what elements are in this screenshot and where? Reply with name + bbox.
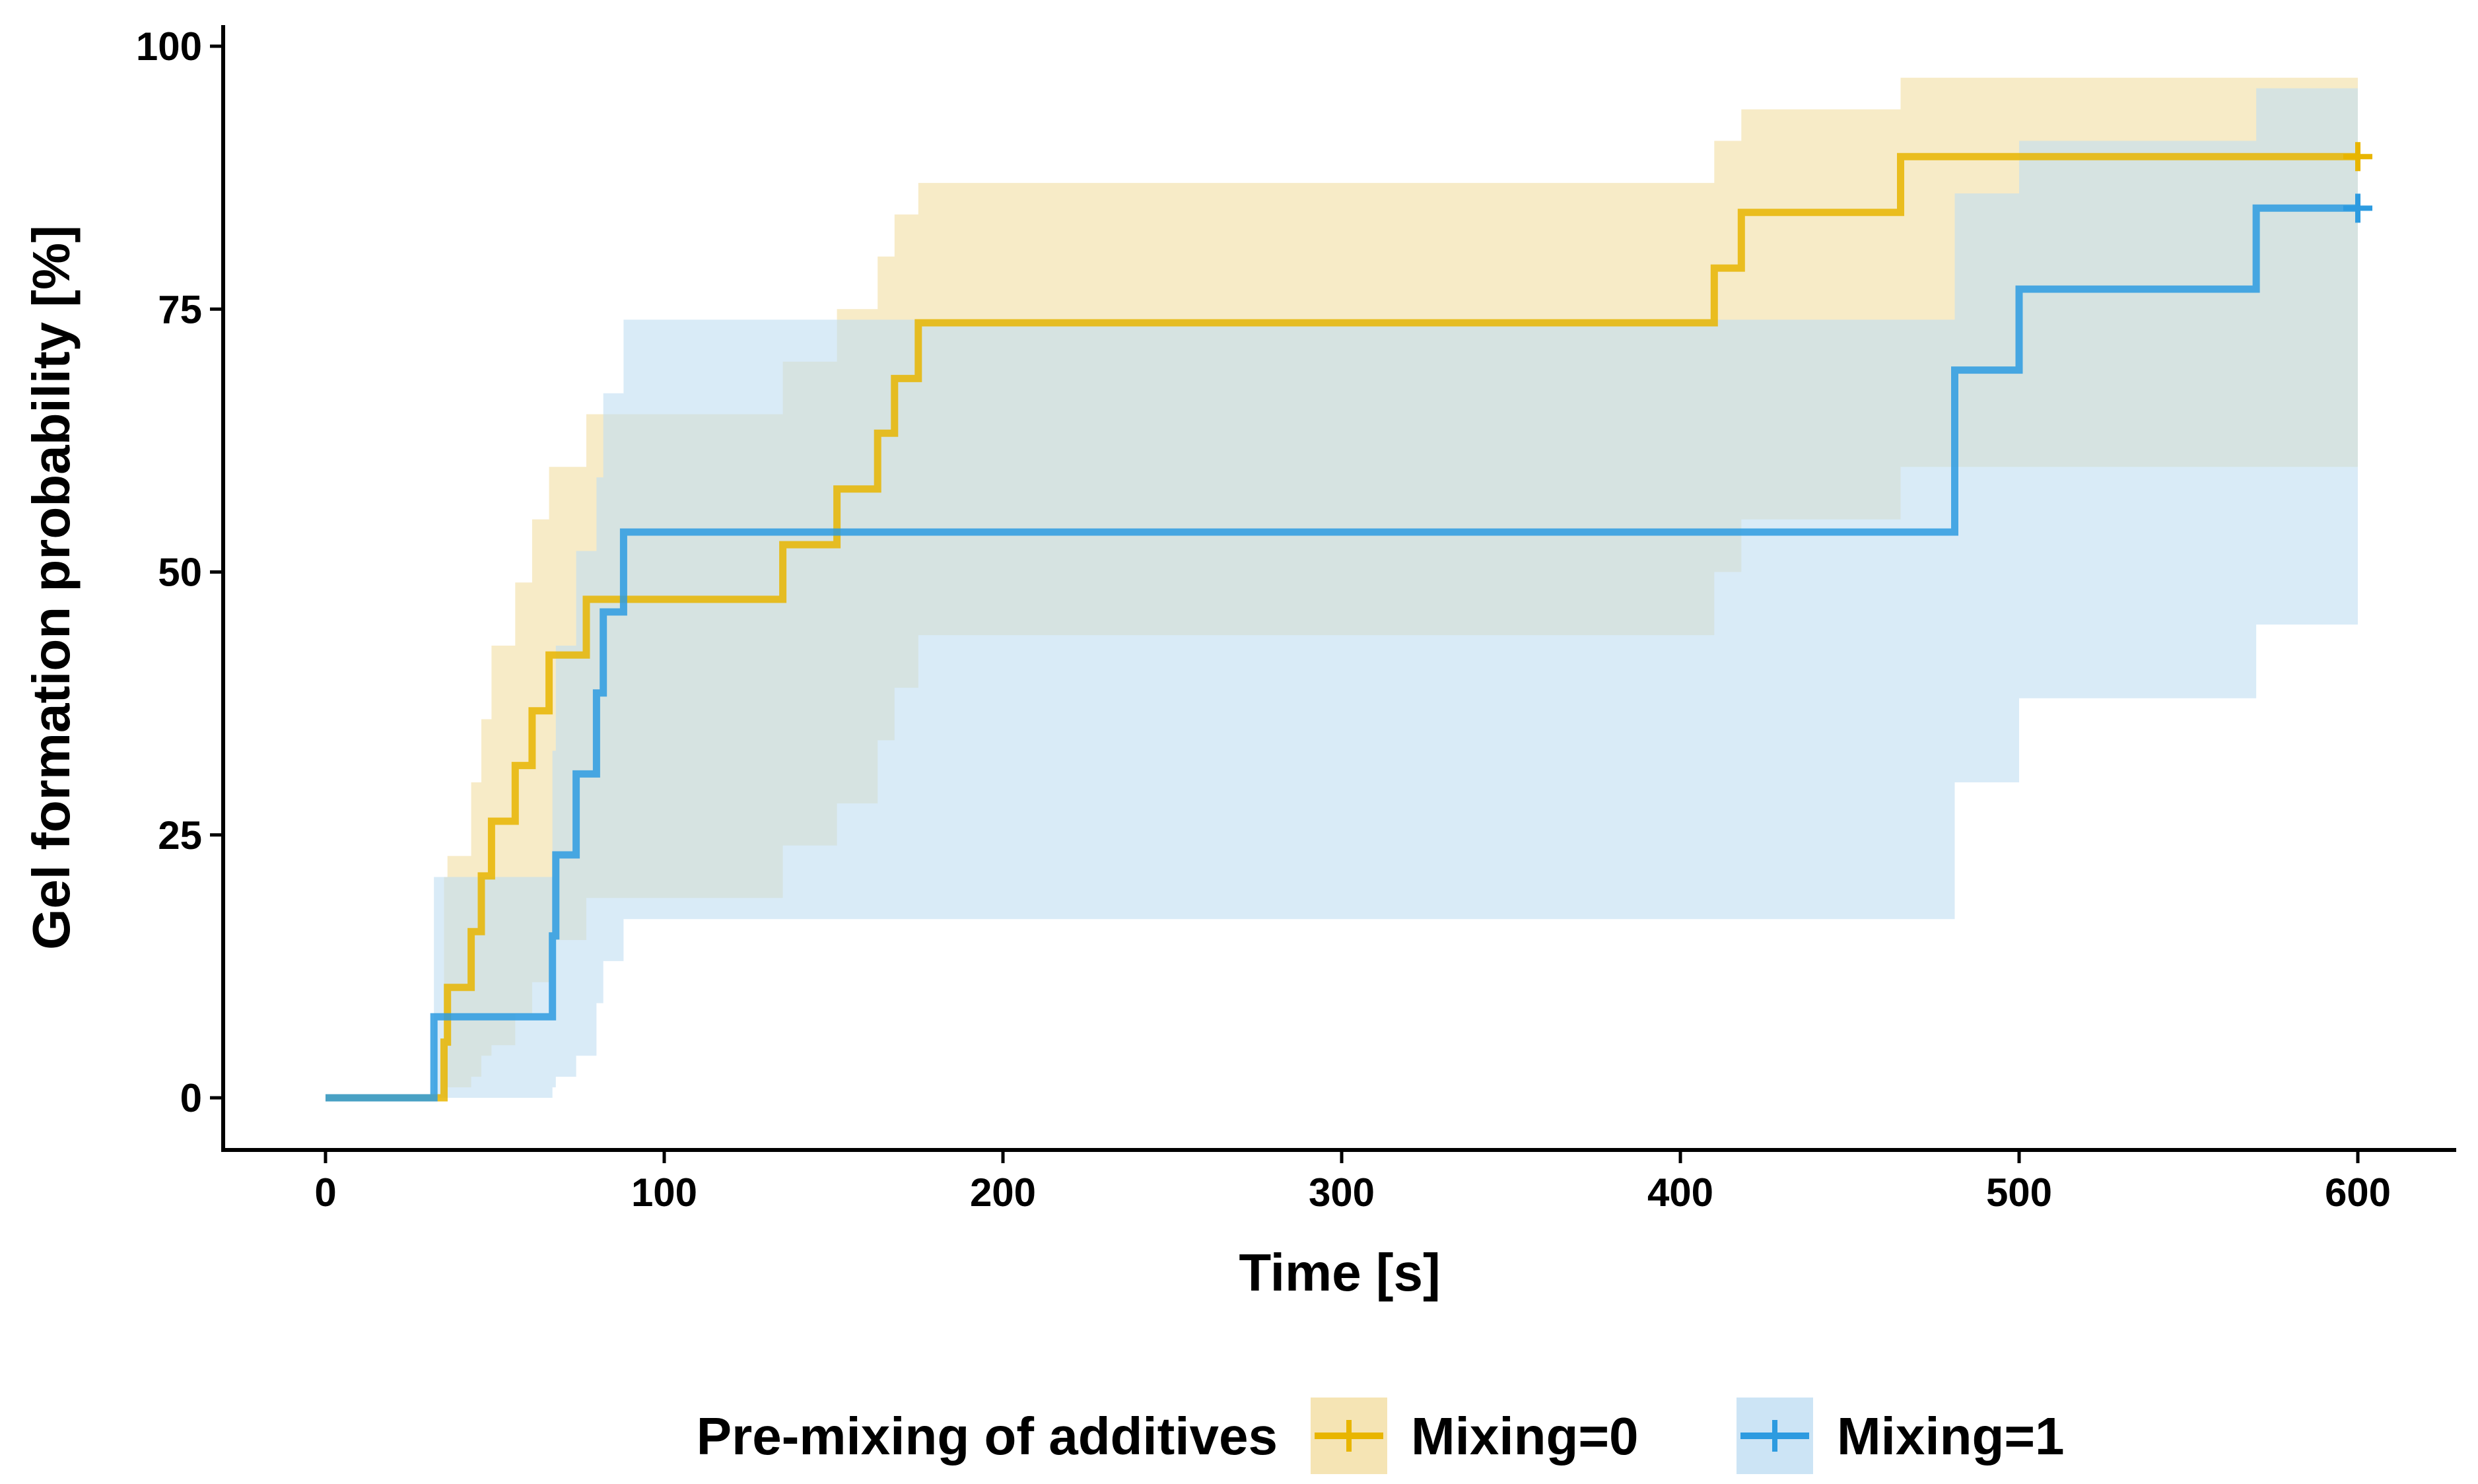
x-tick-label: 200 xyxy=(970,1170,1036,1215)
y-tick-label: 25 xyxy=(158,813,202,858)
y-tick-label: 100 xyxy=(136,24,202,69)
censor-marks xyxy=(2343,142,2372,223)
legend-key-mixing-0 xyxy=(1311,1398,1387,1474)
y-tick-label: 75 xyxy=(158,287,202,331)
legend: Pre-mixing of additives Mixing=0 Mixing=… xyxy=(697,1398,2065,1474)
tick-labels: 0 100 200 300 400 500 600 0 25 50 75 100 xyxy=(136,24,2391,1215)
x-tick-label: 600 xyxy=(2325,1170,2391,1215)
x-tick-label: 0 xyxy=(314,1170,336,1215)
legend-key-mixing-1 xyxy=(1737,1398,1813,1474)
y-axis-title: Gel formation probability [%] xyxy=(22,225,81,950)
legend-title: Pre-mixing of additives xyxy=(697,1407,1278,1466)
x-axis-title: Time [s] xyxy=(1239,1243,1440,1302)
legend-label-mixing-1: Mixing=1 xyxy=(1837,1407,2065,1466)
x-tick-label: 400 xyxy=(1647,1170,1713,1215)
x-tick-label: 500 xyxy=(1986,1170,2052,1215)
y-tick-label: 0 xyxy=(180,1076,202,1120)
x-tick-label: 100 xyxy=(631,1170,697,1215)
curve-0 xyxy=(326,152,2358,1102)
axes xyxy=(210,25,2456,1163)
censor-mark-0 xyxy=(2343,142,2372,172)
survival-curves xyxy=(326,152,2358,1102)
x-tick-label: 300 xyxy=(1309,1170,1375,1215)
legend-label-mixing-0: Mixing=0 xyxy=(1411,1407,1639,1466)
censor-mark-1 xyxy=(2343,193,2372,223)
y-tick-label: 50 xyxy=(158,551,202,595)
curve-1 xyxy=(326,204,2358,1102)
confidence-band-1 xyxy=(326,88,2358,1098)
confidence-bands xyxy=(326,77,2358,1098)
